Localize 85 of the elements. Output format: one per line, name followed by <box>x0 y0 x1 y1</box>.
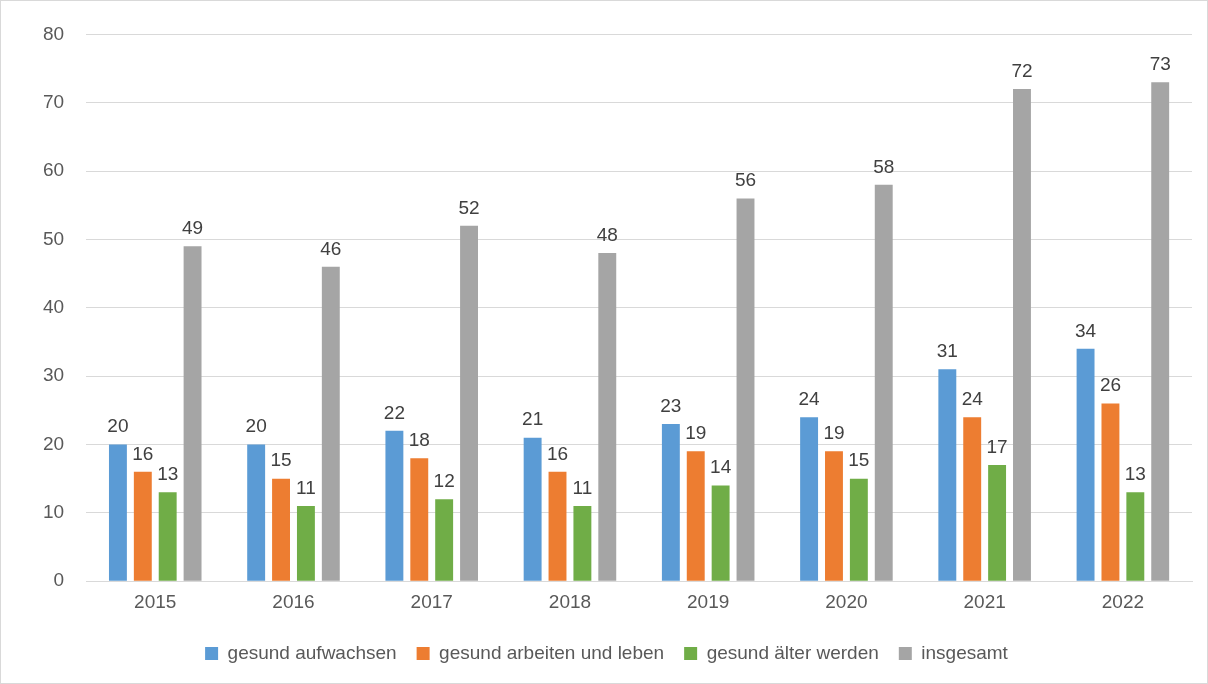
data-label: 11 <box>572 476 593 498</box>
y-tick-label: 70 <box>42 90 65 112</box>
data-label: 22 <box>383 401 405 423</box>
bar <box>321 266 340 581</box>
bar <box>963 417 982 581</box>
data-label: 16 <box>546 442 569 464</box>
bar <box>800 417 819 581</box>
bar <box>133 471 152 581</box>
data-label: 20 <box>107 415 129 437</box>
x-tick-label: 2020 <box>825 590 868 612</box>
bar <box>460 225 478 581</box>
bar <box>1076 348 1095 581</box>
legend-label: gesund aufwachsen <box>227 641 397 663</box>
bar <box>158 492 177 581</box>
bar <box>183 246 202 581</box>
bar <box>988 465 1007 581</box>
bar <box>711 485 730 581</box>
bar <box>410 458 429 581</box>
data-label: 12 <box>433 469 455 491</box>
bar <box>247 444 266 581</box>
x-tick-label: 2021 <box>963 590 1006 612</box>
bar <box>523 437 542 581</box>
x-tick-label: 2019 <box>687 590 730 612</box>
data-label: 58 <box>873 155 895 177</box>
y-tick-label: 40 <box>42 296 65 318</box>
legend-label: gesund älter werden <box>706 641 879 663</box>
bar <box>1151 82 1170 581</box>
data-label: 23 <box>660 394 682 416</box>
data-label: 52 <box>458 196 480 218</box>
data-label: 19 <box>823 422 845 444</box>
x-tick-label: 2018 <box>548 590 592 612</box>
bar <box>385 430 404 581</box>
bar <box>548 471 567 581</box>
bar <box>296 506 315 581</box>
data-label: 11 <box>296 476 316 498</box>
bar <box>435 499 454 581</box>
y-tick-label: 50 <box>42 227 65 249</box>
data-label: 17 <box>986 435 1008 457</box>
data-label: 16 <box>132 442 154 464</box>
data-label: 34 <box>1074 319 1097 341</box>
x-tick-label: 2016 <box>272 590 315 612</box>
bar <box>272 478 290 581</box>
legend-label: gesund arbeiten und leben <box>439 641 665 663</box>
data-label: 13 <box>157 463 179 485</box>
data-label: 46 <box>320 237 342 259</box>
data-label: 14 <box>710 456 732 478</box>
data-label: 13 <box>1124 463 1146 485</box>
data-label: 19 <box>685 422 707 444</box>
bar <box>661 424 680 581</box>
data-label: 20 <box>245 415 267 437</box>
data-label: 21 <box>522 408 544 430</box>
data-label: 15 <box>270 449 292 471</box>
bar <box>573 506 592 581</box>
x-tick-label: 2015 <box>134 590 177 612</box>
data-label: 24 <box>798 387 821 409</box>
y-tick-label: 0 <box>53 569 65 591</box>
y-tick-label: 80 <box>42 22 65 44</box>
bar <box>686 451 705 581</box>
y-tick-label: 30 <box>42 364 65 386</box>
bar <box>1126 492 1145 581</box>
bar <box>108 444 127 581</box>
bar <box>1101 403 1120 581</box>
data-label: 56 <box>734 169 757 191</box>
bar <box>598 253 617 581</box>
bar <box>825 451 843 581</box>
data-label: 31 <box>936 340 958 362</box>
bar <box>849 478 868 581</box>
y-tick-label: 20 <box>42 432 65 454</box>
bar <box>736 198 755 581</box>
x-tick-label: 2017 <box>410 590 453 612</box>
data-label: 48 <box>596 223 618 245</box>
data-label: 15 <box>848 449 870 471</box>
data-label: 72 <box>1011 59 1033 81</box>
legend-label: insgesamt <box>921 641 1009 663</box>
bar <box>874 184 893 581</box>
y-tick-label: 10 <box>42 501 65 523</box>
x-tick-label: 2022 <box>1101 590 1145 612</box>
bar <box>1013 89 1031 581</box>
data-label: 73 <box>1149 52 1171 74</box>
y-tick-label: 60 <box>42 159 65 181</box>
bar <box>938 369 957 581</box>
data-label: 24 <box>961 387 984 409</box>
data-label: 26 <box>1099 374 1122 396</box>
data-label: 18 <box>408 428 430 450</box>
data-label: 49 <box>182 217 204 239</box>
